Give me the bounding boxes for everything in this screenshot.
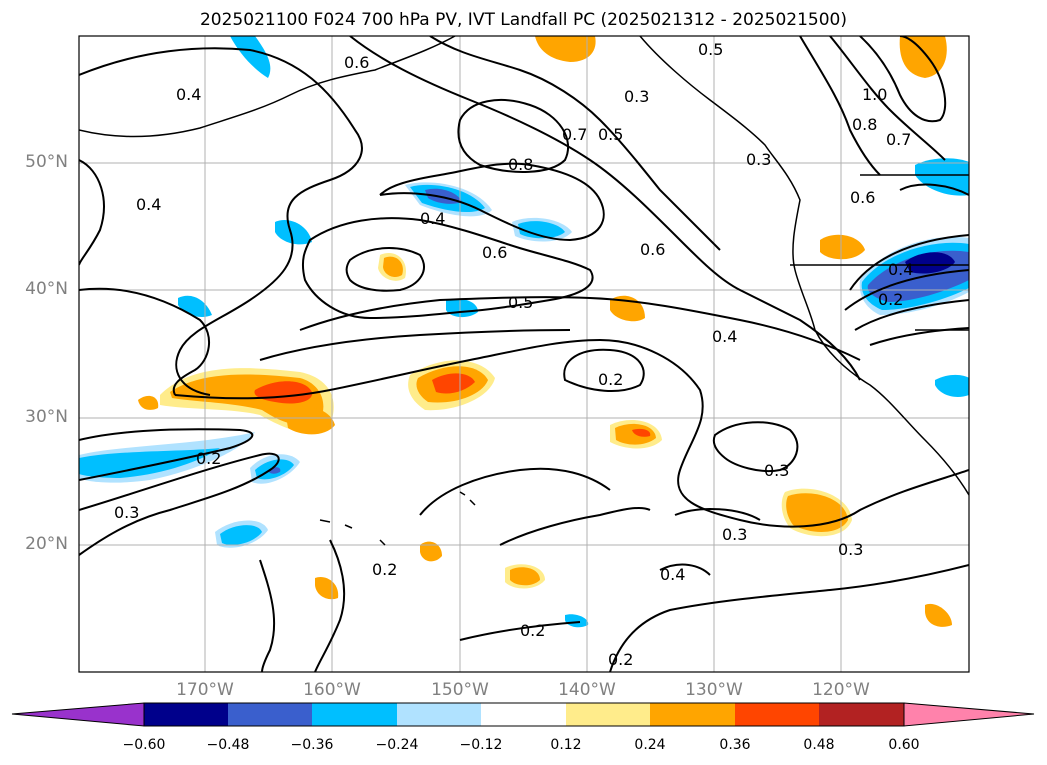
lat-label-30n: 30°N — [25, 407, 68, 427]
contour-label: 0.6 — [850, 188, 875, 207]
lon-label-170w: 170°W — [176, 680, 234, 700]
colorbar-low-extend — [11, 702, 145, 727]
colorbar-tick-label: 0.12 — [550, 737, 582, 753]
contour-label: 0.7 — [886, 130, 911, 149]
pv-shading — [79, 36, 969, 628]
lat-label-50n: 50°N — [25, 152, 68, 172]
colorbar-segment — [312, 703, 397, 726]
colorbar-tick-label: 0.24 — [634, 737, 666, 753]
map-title: 2025021100 F024 700 hPa PV, IVT Landfall… — [199, 10, 847, 30]
contour-label: 0.8 — [508, 155, 533, 174]
colorbar-tick-label: −0.36 — [290, 737, 334, 753]
pv-negative-area — [905, 252, 955, 274]
colorbar-segment — [397, 703, 481, 726]
colorbar-tick-label: −0.24 — [375, 737, 419, 753]
contour-label: 0.4 — [136, 195, 161, 214]
pv-negative-area — [935, 374, 969, 397]
pv-negative-area — [565, 614, 589, 628]
contour-label-group: 0.5 0.6 0.3 0.4 0.7 0.5 0.8 0.4 0.4 0.6 … — [114, 40, 913, 669]
contour-label: 0.2 — [878, 290, 903, 309]
lon-label-160w: 160°W — [303, 680, 361, 700]
contour-label: 0.6 — [640, 240, 665, 259]
contour-label: 0.2 — [520, 621, 545, 640]
colorbar-segment — [228, 703, 312, 726]
colorbar-tick-label: 0.36 — [719, 737, 751, 753]
lat-label-20n: 20°N — [25, 534, 68, 554]
colorbar-tick-label: −0.60 — [122, 737, 166, 753]
contour-label: 0.4 — [712, 327, 737, 346]
contour-label: 0.3 — [114, 503, 139, 522]
colorbar-segment — [144, 703, 228, 726]
contour-label: 0.5 — [598, 125, 623, 144]
contour-label: 0.8 — [852, 115, 877, 134]
contour-label: 0.7 — [562, 125, 587, 144]
pv-positive-area — [820, 234, 865, 260]
pv-positive-area — [420, 541, 442, 562]
contour-label: 0.4 — [888, 260, 913, 279]
colorbar-segment — [819, 703, 904, 726]
pv-negative-area — [79, 448, 220, 478]
contour-label: 0.2 — [608, 650, 633, 669]
colorbar-segment — [566, 703, 650, 726]
pv-positive-area — [383, 256, 403, 278]
contour-label: 0.2 — [196, 449, 221, 468]
contour-label: 0.3 — [838, 540, 863, 559]
pv-negative-area — [915, 158, 969, 196]
contour-label: 0.2 — [372, 560, 397, 579]
map-frame — [78, 35, 970, 673]
pv-positive-area — [138, 395, 159, 410]
contour-label: 1.0 — [862, 85, 887, 104]
contour-label: 0.4 — [660, 565, 685, 584]
lon-label-130w: 130°W — [685, 680, 743, 700]
colorbar-tick-label: 0.48 — [803, 737, 835, 753]
contour-label: 0.3 — [722, 525, 747, 544]
lat-label-40n: 40°N — [25, 279, 68, 299]
pv-negative-area — [230, 36, 271, 78]
colorbar-tick-label: 0.60 — [888, 737, 920, 753]
colorbar — [11, 702, 1035, 727]
contour-label: 0.4 — [420, 209, 445, 228]
pv-contours — [79, 36, 969, 672]
lon-label-150w: 150°W — [431, 680, 489, 700]
contour-label: 0.5 — [698, 40, 723, 59]
contour-label: 0.5 — [508, 293, 533, 312]
pv-positive-area — [899, 36, 947, 78]
pv-negative-area — [220, 525, 262, 545]
colorbar-segment — [650, 703, 735, 726]
pv-negative-area — [178, 295, 212, 317]
lon-label-120w: 120°W — [812, 680, 870, 700]
contour-label: 0.2 — [598, 370, 623, 389]
pv-negative-area — [518, 221, 565, 239]
colorbar-frame — [143, 702, 905, 727]
colorbar-tick-label: −0.48 — [206, 737, 250, 753]
lon-label-140w: 140°W — [558, 680, 616, 700]
contour-label: 0.4 — [176, 85, 201, 104]
colorbar-high-extend — [903, 702, 1035, 727]
pv-positive-area — [510, 567, 540, 586]
pv-positive-area — [925, 603, 952, 627]
pv-negative-area — [446, 298, 478, 318]
pv-positive-area — [535, 36, 596, 62]
contour-label: 0.3 — [624, 87, 649, 106]
pv-positive-area — [315, 576, 339, 600]
pv-positive-area — [432, 373, 475, 394]
contour-label: 0.3 — [746, 150, 771, 169]
coastline — [79, 36, 969, 546]
contour-label: 0.3 — [764, 461, 789, 480]
contour-label: 0.6 — [482, 243, 507, 262]
pv-positive-area — [632, 428, 651, 437]
contour-label: 0.6 — [344, 53, 369, 72]
pv-positive-area — [285, 406, 335, 435]
colorbar-tick-label: −0.12 — [459, 737, 503, 753]
colorbar-segment — [481, 703, 566, 726]
colorbar-segment — [735, 703, 819, 726]
pv-negative-area — [275, 220, 312, 245]
